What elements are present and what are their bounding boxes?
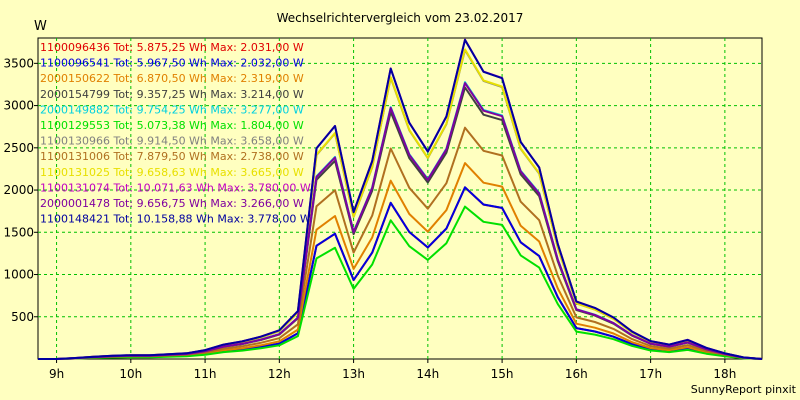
legend-entry-1100130966: 1100130966 Tot: 9.914,50 Wh Max: 3.658,0… bbox=[40, 135, 304, 148]
y-tick-label: 3500 bbox=[3, 56, 34, 70]
legend: 1100096436 Tot: 5.875,25 Wh Max: 2.031,0… bbox=[40, 41, 311, 226]
x-tick-label: 10h bbox=[119, 367, 142, 381]
series-line-1100148421 bbox=[38, 38, 763, 360]
y-tick-label: 2500 bbox=[3, 141, 34, 155]
legend-entry-2000149882: 2000149882 Tot: 9.754,25 Wh Max: 3.277,0… bbox=[40, 103, 304, 116]
x-tick-label: 18h bbox=[713, 367, 736, 381]
legend-entry-1100129553: 1100129553 Tot: 5.073,38 Wh Max: 1.804,0… bbox=[40, 119, 304, 132]
legend-entry-1100096541: 1100096541 Tot: 5.967,50 Wh Max: 2.032,0… bbox=[40, 57, 304, 70]
y-tick-label: 1000 bbox=[3, 268, 34, 282]
x-tick-label: 16h bbox=[565, 367, 588, 381]
legend-entry-2000001478: 2000001478 Tot: 9.656,75 Wh Max: 3.266,0… bbox=[40, 197, 304, 210]
legend-entry-2000154799: 2000154799 Tot: 9.357,25 Wh Max: 3.214,0… bbox=[40, 88, 304, 101]
x-tick-label: 13h bbox=[342, 367, 365, 381]
x-axis-ticks: 9h 10h 11h 12h 13h 14h 15h 16h 17h 18h bbox=[49, 359, 736, 381]
legend-entry-1100131025: 1100131025 Tot: 9.658,63 Wh Max: 3.665,0… bbox=[40, 166, 304, 179]
legend-entry-1100096436: 1100096436 Tot: 5.875,25 Wh Max: 2.031,0… bbox=[40, 41, 304, 54]
x-tick-label: 11h bbox=[194, 367, 217, 381]
legend-entry-1100148421: 1100148421 Tot: 10.158,88 Wh Max: 3.778,… bbox=[40, 213, 311, 226]
footer-credit: SunnyReport pinxit bbox=[691, 383, 797, 396]
chart-title: Wechselrichtervergleich vom 23.02.2017 bbox=[277, 11, 524, 25]
x-tick-label: 14h bbox=[416, 367, 439, 381]
x-tick-label: 9h bbox=[49, 367, 64, 381]
x-tick-label: 17h bbox=[639, 367, 662, 381]
legend-entry-1100131006: 1100131006 Tot: 7.879,50 Wh Max: 2.738,0… bbox=[40, 150, 304, 163]
x-tick-label: 12h bbox=[268, 367, 291, 381]
legend-entry-2000150622: 2000150622 Tot: 6.870,50 Wh Max: 2.319,0… bbox=[40, 72, 304, 85]
x-tick-label: 15h bbox=[491, 367, 514, 381]
y-tick-label: 500 bbox=[11, 310, 34, 324]
series-line-1100129553 bbox=[38, 205, 763, 360]
legend-entry-1100131074: 1100131074 Tot: 10.071,63 Wh Max: 3.780,… bbox=[40, 181, 311, 194]
y-tick-label: 3000 bbox=[3, 99, 34, 113]
y-axis-unit-label: W bbox=[34, 19, 47, 34]
series-lines bbox=[38, 38, 763, 360]
y-tick-label: 1500 bbox=[3, 225, 34, 239]
y-tick-label: 2000 bbox=[3, 183, 34, 197]
y-axis-ticks: 500 1000 1500 2000 2500 3000 3500 bbox=[3, 56, 38, 324]
